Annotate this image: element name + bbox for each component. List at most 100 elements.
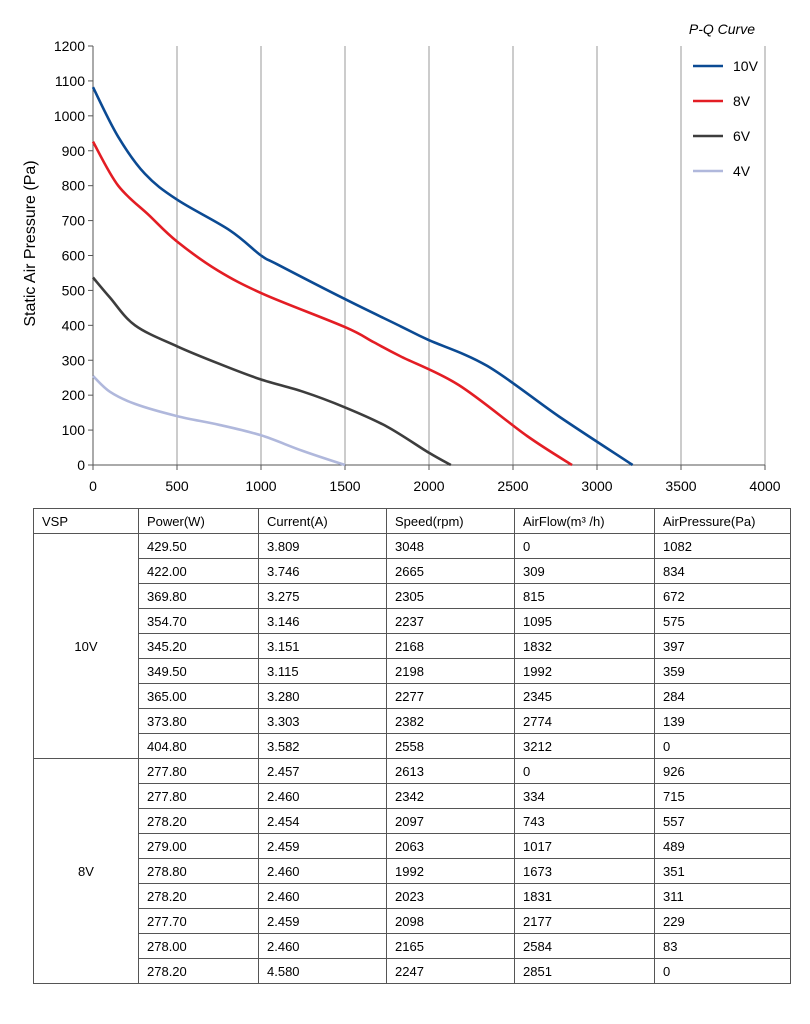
x-tick-label: 2000 [413, 478, 444, 494]
table-cell: 0 [514, 533, 655, 559]
table-cell: 2.460 [258, 783, 387, 809]
table-cell: 422.00 [138, 558, 259, 584]
table-cell: 575 [654, 608, 791, 634]
table-cell: 429.50 [138, 533, 259, 559]
table-cell: 743 [514, 808, 655, 834]
table-cell: 277.80 [138, 758, 259, 784]
table-cell: 404.80 [138, 733, 259, 759]
table-cell: 2.460 [258, 883, 387, 909]
table-body: 10V 429.50 3.809 3048 0 1082 422.00 3.746 2665 30… [33, 533, 791, 984]
y-tick-label: 500 [62, 282, 86, 298]
table-cell: 3.146 [258, 608, 387, 634]
table-row: 404.80 3.582 2558 3212 0 [34, 733, 791, 759]
y-tick-label: 900 [62, 143, 86, 159]
table-cell: 0 [654, 958, 791, 984]
column-header: AirFlow(m³ /h) [514, 508, 655, 534]
table-cell: 365.00 [138, 683, 259, 709]
table-cell: 2237 [386, 608, 515, 634]
table-cell: 2305 [386, 583, 515, 609]
table-cell: 351 [654, 858, 791, 884]
table-row: 8V 277.80 2.457 2613 0 926 [33, 758, 791, 984]
column-header: AirPressure(Pa) [654, 508, 791, 534]
table-cell: 2063 [386, 833, 515, 859]
table-row: 349.50 3.115 2198 1992 359 [34, 658, 791, 684]
y-tick-label: 1100 [55, 73, 85, 89]
table-cell: 2774 [514, 708, 655, 734]
table-row: 278.20 4.580 2247 2851 0 [34, 958, 791, 984]
table-cell: 2177 [514, 908, 655, 934]
table-cell: 2342 [386, 783, 515, 809]
table-cell: 83 [654, 933, 791, 959]
table-cell: 0 [514, 758, 655, 784]
column-header: VSP [33, 508, 139, 534]
table-cell: 278.20 [138, 808, 259, 834]
legend-label-6V: 6V [733, 128, 751, 144]
vsp-cell: 8V [33, 758, 139, 984]
y-tick-label: 200 [62, 387, 86, 403]
table-cell: 3.115 [258, 658, 387, 684]
table-cell: 397 [654, 633, 791, 659]
x-tick-label: 3000 [581, 478, 612, 494]
y-tick-label: 1000 [54, 108, 85, 124]
y-tick-label: 700 [62, 213, 86, 229]
table-cell: 1017 [514, 833, 655, 859]
table-cell: 2584 [514, 933, 655, 959]
table-cell: 284 [654, 683, 791, 709]
table-cell: 369.80 [138, 583, 259, 609]
table-cell: 3.582 [258, 733, 387, 759]
table-cell: 2613 [386, 758, 515, 784]
series-line-4V [92, 375, 346, 467]
y-tick-label: 300 [62, 352, 86, 368]
table-cell: 1831 [514, 883, 655, 909]
table-cell: 489 [654, 833, 791, 859]
table-cell: 1992 [386, 858, 515, 884]
x-tick-label: 500 [165, 478, 189, 494]
y-tick-label: 100 [62, 422, 86, 438]
table-row: 277.70 2.459 2098 2177 229 [34, 908, 791, 934]
table-cell: 2198 [386, 658, 515, 684]
table-cell: 557 [654, 808, 791, 834]
table-cell: 278.80 [138, 858, 259, 884]
table-cell: 3.303 [258, 708, 387, 734]
table-cell: 279.00 [138, 833, 259, 859]
table-cell: 277.70 [138, 908, 259, 934]
table-cell: 3.746 [258, 558, 387, 584]
x-tick-label: 1500 [329, 478, 360, 494]
table-row: 278.00 2.460 2165 2584 83 [34, 933, 791, 959]
table-cell: 359 [654, 658, 791, 684]
legend-label-8V: 8V [733, 93, 751, 109]
table-cell: 309 [514, 558, 655, 584]
legend-label-10V: 10V [733, 58, 759, 74]
table-cell: 3.809 [258, 533, 387, 559]
table-row: 354.70 3.146 2237 1095 575 [34, 608, 791, 634]
y-tick-label: 800 [62, 178, 86, 194]
x-tick-label: 0 [89, 478, 97, 494]
y-tick-label: 0 [77, 457, 85, 473]
spec-table: VSP Power(W) Current(A) Speed(rpm) AirFlow(m… [33, 508, 791, 984]
table-cell: 2382 [386, 708, 515, 734]
table-cell: 3.280 [258, 683, 387, 709]
y-tick-label: 400 [62, 317, 86, 333]
table-cell: 2.454 [258, 808, 387, 834]
table-cell: 2345 [514, 683, 655, 709]
legend-title: P-Q Curve [689, 21, 755, 37]
table-cell: 2665 [386, 558, 515, 584]
table-cell: 2.460 [258, 858, 387, 884]
header-row: VSP Power(W) Current(A) Speed(rpm) AirFlow(m… [33, 508, 791, 534]
x-tick-label: 3500 [665, 478, 696, 494]
table-cell: 1832 [514, 633, 655, 659]
table-cell: 2851 [514, 958, 655, 984]
table-row: 369.80 3.275 2305 815 672 [34, 583, 791, 609]
table-row: 365.00 3.280 2277 2345 284 [34, 683, 791, 709]
table-cell: 278.00 [138, 933, 259, 959]
table-cell: 311 [654, 883, 791, 909]
table-cell: 345.20 [138, 633, 259, 659]
table-cell: 278.20 [138, 958, 259, 984]
table-cell: 3048 [386, 533, 515, 559]
table-cell: 229 [654, 908, 791, 934]
table-cell: 715 [654, 783, 791, 809]
table-cell: 2168 [386, 633, 515, 659]
series-line-10V [91, 86, 634, 467]
table-cell: 373.80 [138, 708, 259, 734]
table-cell: 3.275 [258, 583, 387, 609]
